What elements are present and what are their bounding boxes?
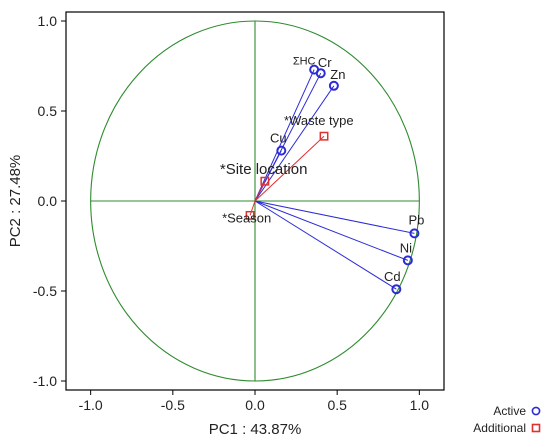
x-tick-label: 0.0 — [245, 397, 265, 413]
point-zn — [328, 80, 339, 91]
point-pb — [409, 228, 420, 239]
legend-marker-active — [531, 406, 541, 416]
x-tick-label: -0.5 — [161, 397, 185, 413]
data-label-cr: Cr — [318, 55, 332, 70]
data-label-cd: Cd — [384, 269, 401, 284]
x-axis-label: PC1 : 43.87% — [209, 421, 302, 438]
vector-wastetype — [254, 135, 325, 202]
data-label-wastetype: *Waste type — [284, 113, 354, 128]
point-season — [245, 210, 255, 220]
vector-cd — [254, 200, 397, 290]
vector-hc — [254, 69, 315, 202]
x-tick-label: 0.5 — [327, 397, 347, 413]
vector-season — [249, 200, 256, 216]
legend-label-active: Active — [493, 404, 526, 418]
point-cd — [391, 284, 402, 295]
point-ni — [402, 255, 413, 266]
data-label-cu: Cu — [270, 131, 287, 146]
data-label-hc: ΣHC — [293, 56, 316, 68]
x-tick-label: -1.0 — [79, 397, 103, 413]
legend-label-additional: Additional — [473, 421, 526, 435]
legend-marker-additional — [531, 423, 541, 433]
data-label-sitelocation: *Site location — [220, 161, 308, 178]
y-tick-label: -1.0 — [33, 373, 57, 389]
y-tick-label: 1.0 — [38, 13, 58, 29]
y-tick-label: 0.5 — [38, 103, 58, 119]
point-cu — [276, 145, 287, 156]
y-axis-label: PC2 : 27.48% — [7, 155, 24, 248]
vector-ni — [254, 200, 409, 261]
x-tick-label: 1.0 — [410, 397, 430, 413]
y-tick-label: -0.5 — [33, 283, 57, 299]
data-label-pb: Pb — [408, 212, 424, 227]
data-label-zn: Zn — [330, 67, 345, 82]
vector-pb — [254, 200, 415, 234]
point-sitelocation — [260, 176, 270, 186]
data-label-ni: Ni — [400, 240, 412, 255]
data-label-season: *Season — [222, 210, 271, 225]
y-tick-label: 0.0 — [38, 193, 58, 209]
point-cr — [315, 68, 326, 79]
legend: Active Additional — [473, 404, 541, 435]
point-wastetype — [319, 131, 329, 141]
